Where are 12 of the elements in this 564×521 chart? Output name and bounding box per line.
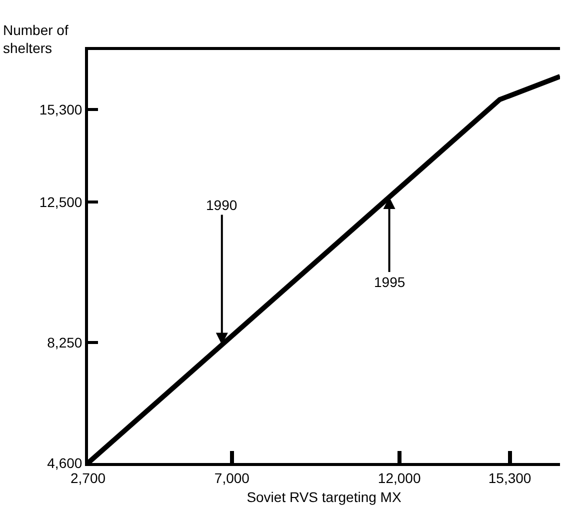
x-tick-label: 15,300 <box>488 470 532 486</box>
annotation: 1990 <box>206 197 238 213</box>
x-tick-label: 7,000 <box>214 470 250 486</box>
y-tick-label: 12,500 <box>39 194 82 210</box>
y-tick-label: 8,250 <box>47 334 82 350</box>
y-tick-label: 15,300 <box>39 101 82 118</box>
x-tick-label: 12,000 <box>378 470 421 486</box>
x-axis-title: Soviet RVS targeting MX <box>246 489 402 506</box>
x-tick-label: 2,700 <box>70 470 106 486</box>
y-axis-title: Number of shelters <box>3 22 68 56</box>
y-tick-label: 4,600 <box>47 454 82 471</box>
annotation: 1995 <box>374 274 406 290</box>
